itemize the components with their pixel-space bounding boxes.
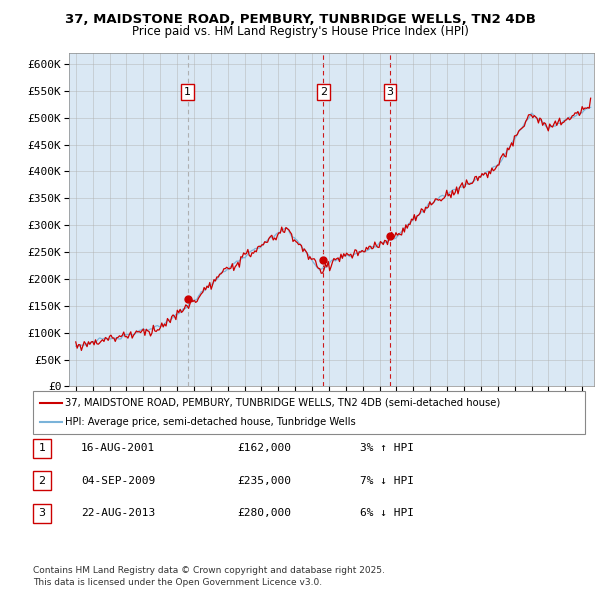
Text: 2: 2 bbox=[38, 476, 46, 486]
Text: £162,000: £162,000 bbox=[237, 444, 291, 453]
Text: 04-SEP-2009: 04-SEP-2009 bbox=[81, 476, 155, 486]
Text: £280,000: £280,000 bbox=[237, 509, 291, 518]
Text: 37, MAIDSTONE ROAD, PEMBURY, TUNBRIDGE WELLS, TN2 4DB (semi-detached house): 37, MAIDSTONE ROAD, PEMBURY, TUNBRIDGE W… bbox=[65, 398, 500, 408]
Text: 3: 3 bbox=[386, 87, 394, 97]
Text: £235,000: £235,000 bbox=[237, 476, 291, 486]
Text: 2: 2 bbox=[320, 87, 327, 97]
Text: 37, MAIDSTONE ROAD, PEMBURY, TUNBRIDGE WELLS, TN2 4DB: 37, MAIDSTONE ROAD, PEMBURY, TUNBRIDGE W… bbox=[65, 13, 535, 26]
Text: 3% ↑ HPI: 3% ↑ HPI bbox=[360, 444, 414, 453]
Text: Price paid vs. HM Land Registry's House Price Index (HPI): Price paid vs. HM Land Registry's House … bbox=[131, 25, 469, 38]
Text: 22-AUG-2013: 22-AUG-2013 bbox=[81, 509, 155, 518]
Text: 6% ↓ HPI: 6% ↓ HPI bbox=[360, 509, 414, 518]
Text: 3: 3 bbox=[38, 509, 46, 518]
Text: 1: 1 bbox=[38, 444, 46, 453]
Text: 16-AUG-2001: 16-AUG-2001 bbox=[81, 444, 155, 453]
Text: 7% ↓ HPI: 7% ↓ HPI bbox=[360, 476, 414, 486]
Text: 1: 1 bbox=[184, 87, 191, 97]
Text: HPI: Average price, semi-detached house, Tunbridge Wells: HPI: Average price, semi-detached house,… bbox=[65, 417, 356, 427]
Text: Contains HM Land Registry data © Crown copyright and database right 2025.
This d: Contains HM Land Registry data © Crown c… bbox=[33, 566, 385, 587]
